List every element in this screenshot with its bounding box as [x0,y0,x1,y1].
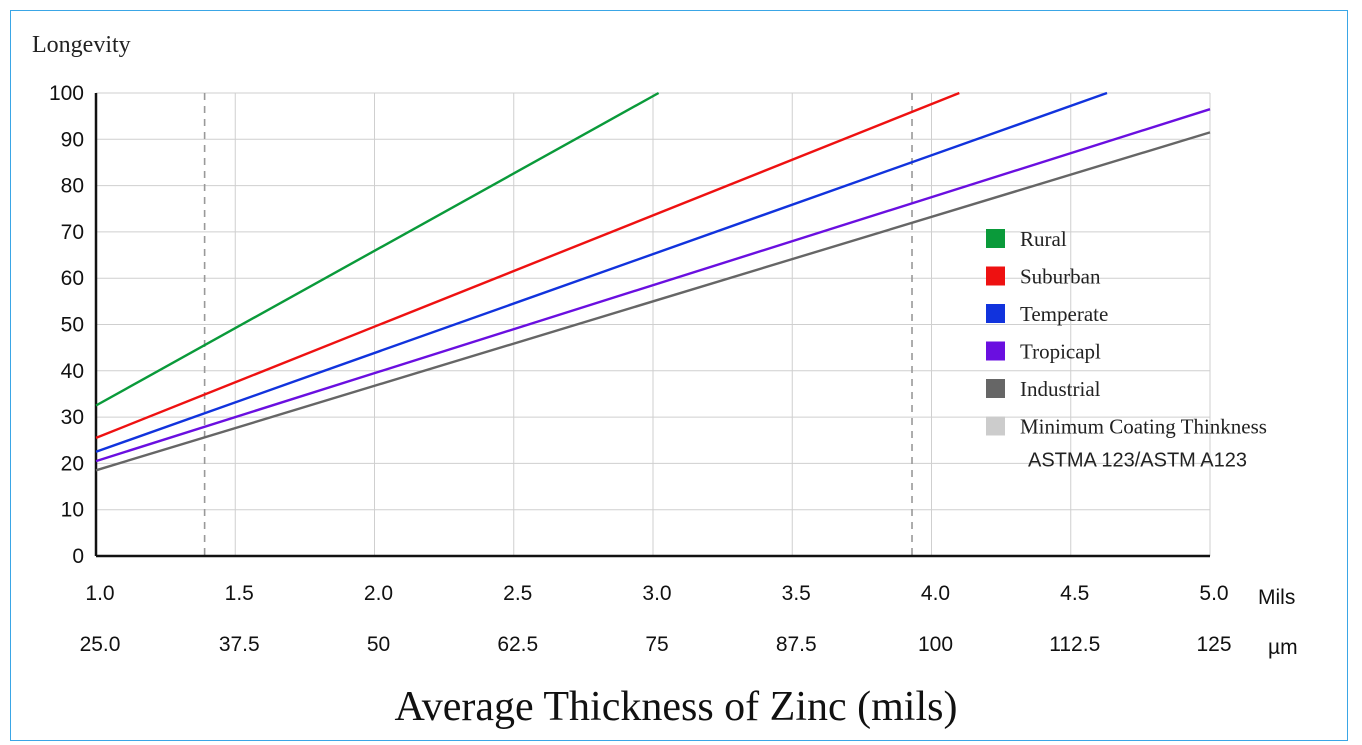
x-tick-label-um: 100 [918,633,953,656]
y-axis-title: Longevity [32,32,131,58]
x-tick-label-mils: 5.0 [1199,582,1228,605]
x-tick-label-mils: 2.5 [503,582,532,605]
y-tick-label: 30 [61,406,84,429]
x-tick-label-um: 37.5 [219,633,260,656]
legend: Rural Suburban Temperate Tropicapl Industria… [986,227,1267,472]
x-tick-label-mils: 1.0 [85,582,114,605]
x-unit-um: µm [1268,636,1298,659]
y-tick-label: 80 [61,175,84,198]
legend-label-rural: Rural [1020,227,1067,251]
legend-swatch-suburban [986,266,1005,286]
x-tick-label-mils: 4.0 [921,582,950,605]
legend-label-industrial: Industrial [1020,377,1101,401]
legend-label-minimum-coating: Minimum Coating Thinkness [1020,415,1267,439]
y-tick-label: 60 [61,267,84,290]
legend-swatch-minimum-coating [986,416,1005,436]
series-line-rural [95,91,660,407]
x-tick-label-mils: 3.0 [642,582,671,605]
y-tick-label: 10 [61,499,84,522]
y-tick-label: 100 [49,82,84,105]
chart-frame [10,10,1348,741]
legend-swatch-industrial [986,379,1005,398]
legend-swatch-rural [986,229,1005,248]
legend-label-suburban: Suburban [1020,265,1101,289]
x-tick-label-um: 125 [1196,633,1231,656]
x-unit-mils: Mils [1258,586,1295,609]
series-lines [95,91,1211,472]
y-tick-labels: 0 10 20 30 40 50 60 70 80 90 100 [49,82,84,568]
legend-label-astm: ASTMA 123/ASTM A123 [1028,450,1247,472]
series-line-suburban [95,91,960,440]
x-tick-label-um: 112.5 [1049,633,1100,656]
series-line-industrial [95,131,1211,472]
legend-label-tropicapl: Tropicapl [1020,340,1101,364]
legend-swatch-temperate [986,304,1005,323]
axes [94,93,1210,558]
y-tick-label: 50 [61,314,84,337]
x-tick-label-mils: 1.5 [225,582,254,605]
x-tick-label-um: 75 [645,633,668,656]
series-line-tropicapl [95,108,1211,463]
series-line-temperate [95,91,1108,453]
x-axis-title: Average Thickness of Zinc (mils) [395,684,958,730]
x-tick-label-um: 25.0 [80,633,121,656]
legend-label-temperate: Temperate [1020,302,1108,326]
x-tick-label-mils: 4.5 [1060,582,1089,605]
y-tick-label: 20 [61,452,84,475]
x-tick-label-mils: 3.5 [782,582,811,605]
x-tick-label-um: 87.5 [776,633,817,656]
y-tick-label: 0 [72,545,84,568]
x-tick-label-um: 62.5 [497,633,538,656]
legend-swatch-tropicapl [986,341,1005,361]
x-tick-labels: 1.0 25.0 1.5 37.5 2.0 50 2.5 62.5 3.0 75 3.5 87.5 4.… [80,582,1232,656]
y-tick-label: 70 [61,221,84,244]
y-tick-label: 90 [61,128,84,151]
x-tick-label-um: 50 [367,633,390,656]
x-tick-label-mils: 2.0 [364,582,393,605]
y-tick-label: 40 [61,360,84,383]
